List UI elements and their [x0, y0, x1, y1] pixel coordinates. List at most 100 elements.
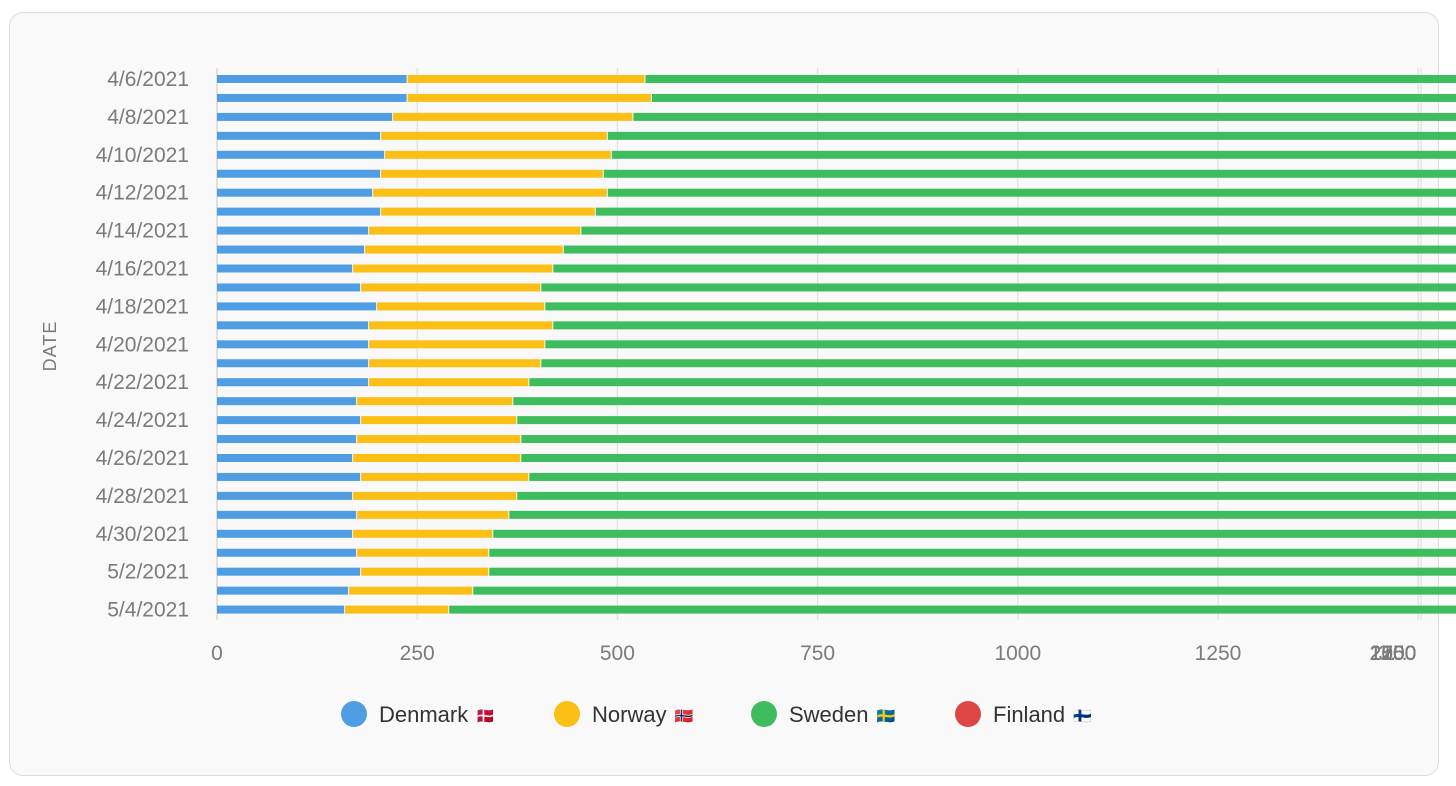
bar-sweden[interactable] — [545, 302, 1456, 311]
bar-norway[interactable] — [407, 75, 645, 83]
legend-item-norway[interactable]: Norway 🇳🇴 — [554, 701, 694, 727]
bar-denmark[interactable] — [217, 245, 365, 254]
bar-norway[interactable] — [361, 283, 541, 292]
bar-denmark[interactable] — [217, 510, 357, 519]
bar-sweden[interactable] — [529, 472, 1456, 481]
bar-norway[interactable] — [381, 169, 603, 178]
legend-item-sweden[interactable]: Sweden 🇸🇪 — [751, 701, 896, 727]
bar-sweden[interactable] — [449, 605, 1456, 614]
bar-norway[interactable] — [369, 359, 541, 368]
legend-flag-icon: 🇳🇴 — [675, 707, 694, 725]
bar-sweden[interactable] — [521, 435, 1456, 444]
bar-sweden[interactable] — [553, 264, 1456, 273]
bar-norway[interactable] — [373, 188, 607, 197]
x-tick-label: 3... — [1378, 642, 1407, 665]
legend-swatch — [955, 701, 981, 727]
bar-denmark[interactable] — [217, 359, 369, 368]
legend-swatch — [341, 701, 367, 727]
y-tick-label: 4/26/2021 — [96, 447, 189, 470]
bar-denmark[interactable] — [217, 321, 369, 330]
bar-denmark[interactable] — [217, 378, 369, 387]
bar-sweden[interactable] — [607, 188, 1456, 197]
bar-denmark[interactable] — [217, 169, 381, 178]
bar-norway[interactable] — [361, 567, 489, 576]
bar-norway[interactable] — [385, 150, 611, 159]
bar-sweden[interactable] — [509, 510, 1456, 519]
bar-denmark[interactable] — [217, 340, 369, 349]
bar-denmark[interactable] — [217, 264, 353, 273]
bar-norway[interactable] — [357, 510, 509, 519]
bar-denmark[interactable] — [217, 416, 361, 425]
bar-sweden[interactable] — [651, 93, 1456, 102]
bar-sweden[interactable] — [517, 491, 1456, 500]
bar-norway[interactable] — [357, 397, 513, 406]
bar-norway[interactable] — [349, 586, 473, 595]
bar-norway[interactable] — [369, 226, 581, 235]
bar-sweden[interactable] — [493, 529, 1456, 538]
legend-item-denmark[interactable]: Denmark 🇩🇰 — [341, 701, 495, 727]
bar-sweden[interactable] — [521, 454, 1456, 462]
x-tick-label: 2500 — [1370, 642, 1417, 665]
bar-denmark[interactable] — [217, 435, 357, 444]
bar-denmark[interactable] — [217, 529, 353, 538]
bar-norway[interactable] — [357, 548, 489, 557]
bar-norway[interactable] — [369, 321, 553, 330]
bar-denmark[interactable] — [217, 283, 361, 292]
bar-sweden[interactable] — [645, 75, 1456, 83]
x-tick-label: 1000 — [994, 642, 1041, 665]
bar-norway[interactable] — [381, 207, 595, 216]
bar-sweden[interactable] — [541, 283, 1456, 292]
bar-denmark[interactable] — [217, 491, 353, 500]
bar-denmark[interactable] — [217, 397, 357, 406]
bar-denmark[interactable] — [217, 207, 381, 216]
bar-denmark[interactable] — [217, 226, 369, 235]
bar-norway[interactable] — [369, 378, 529, 387]
bar-sweden[interactable] — [553, 321, 1456, 330]
bar-norway[interactable] — [353, 529, 493, 538]
bar-norway[interactable] — [353, 454, 521, 462]
bar-denmark[interactable] — [217, 188, 373, 197]
bar-sweden[interactable] — [563, 245, 1456, 254]
bar-denmark[interactable] — [217, 567, 361, 576]
bar-sweden[interactable] — [513, 397, 1456, 406]
bar-denmark[interactable] — [217, 548, 357, 557]
bar-sweden[interactable] — [473, 586, 1456, 595]
bar-denmark[interactable] — [217, 605, 345, 614]
bar-norway[interactable] — [365, 245, 563, 254]
x-tick-label: 500 — [600, 642, 635, 665]
bar-denmark[interactable] — [217, 586, 349, 595]
bar-norway[interactable] — [393, 112, 633, 121]
bar-sweden[interactable] — [541, 359, 1456, 368]
bar-denmark[interactable] — [217, 150, 385, 159]
bar-sweden[interactable] — [633, 112, 1456, 121]
bar-denmark[interactable] — [217, 302, 377, 311]
bar-sweden[interactable] — [595, 207, 1456, 216]
bar-norway[interactable] — [407, 93, 651, 102]
legend-item-finland[interactable]: Finland 🇫🇮 — [955, 701, 1092, 727]
bar-sweden[interactable] — [603, 169, 1456, 178]
bar-denmark[interactable] — [217, 112, 393, 121]
bar-norway[interactable] — [353, 491, 517, 500]
bar-denmark[interactable] — [217, 75, 407, 83]
bar-sweden[interactable] — [581, 226, 1456, 235]
bar-norway[interactable] — [377, 302, 545, 311]
bar-sweden[interactable] — [545, 340, 1456, 349]
bar-norway[interactable] — [369, 340, 545, 349]
bar-sweden[interactable] — [517, 416, 1456, 425]
bar-norway[interactable] — [345, 605, 449, 614]
bar-norway[interactable] — [357, 435, 521, 444]
bar-sweden[interactable] — [529, 378, 1456, 387]
bar-denmark[interactable] — [217, 131, 381, 140]
bar-norway[interactable] — [361, 472, 529, 481]
bar-sweden[interactable] — [489, 548, 1456, 557]
legend-flag-icon: 🇸🇪 — [877, 707, 896, 725]
bar-sweden[interactable] — [611, 150, 1456, 159]
bar-denmark[interactable] — [217, 93, 407, 102]
bar-norway[interactable] — [361, 416, 517, 425]
bar-norway[interactable] — [353, 264, 553, 273]
bar-norway[interactable] — [381, 131, 607, 140]
bar-denmark[interactable] — [217, 472, 361, 481]
bar-sweden[interactable] — [489, 567, 1456, 576]
bar-sweden[interactable] — [607, 131, 1456, 140]
bar-denmark[interactable] — [217, 454, 353, 462]
